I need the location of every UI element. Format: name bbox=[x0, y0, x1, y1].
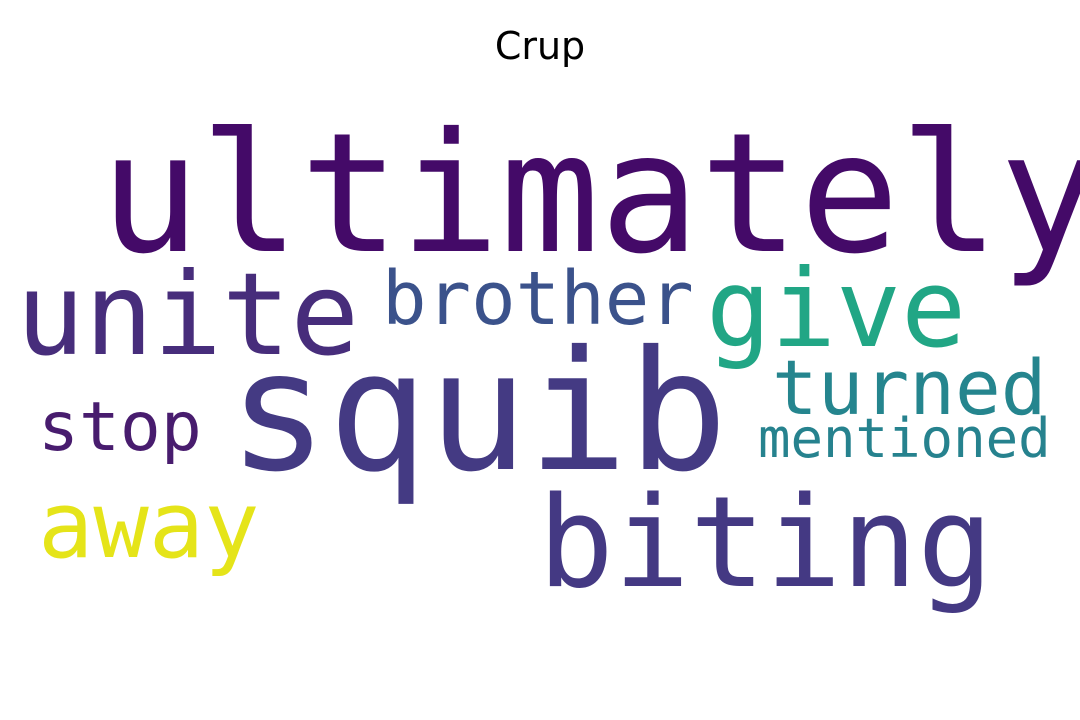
word-mentioned: mentioned bbox=[758, 407, 1051, 470]
word-stop: stop bbox=[38, 388, 202, 467]
word-unite: unite bbox=[16, 248, 360, 381]
word-brother: brother bbox=[382, 256, 694, 342]
chart-title: Crup bbox=[494, 24, 586, 68]
word-give: give bbox=[706, 247, 967, 372]
word-away: away bbox=[38, 472, 260, 579]
word-squib: squib bbox=[228, 316, 728, 509]
word-turned: turned bbox=[772, 343, 1047, 432]
word-biting: biting bbox=[538, 469, 994, 616]
word-ultimately: ultimately bbox=[100, 98, 1080, 291]
